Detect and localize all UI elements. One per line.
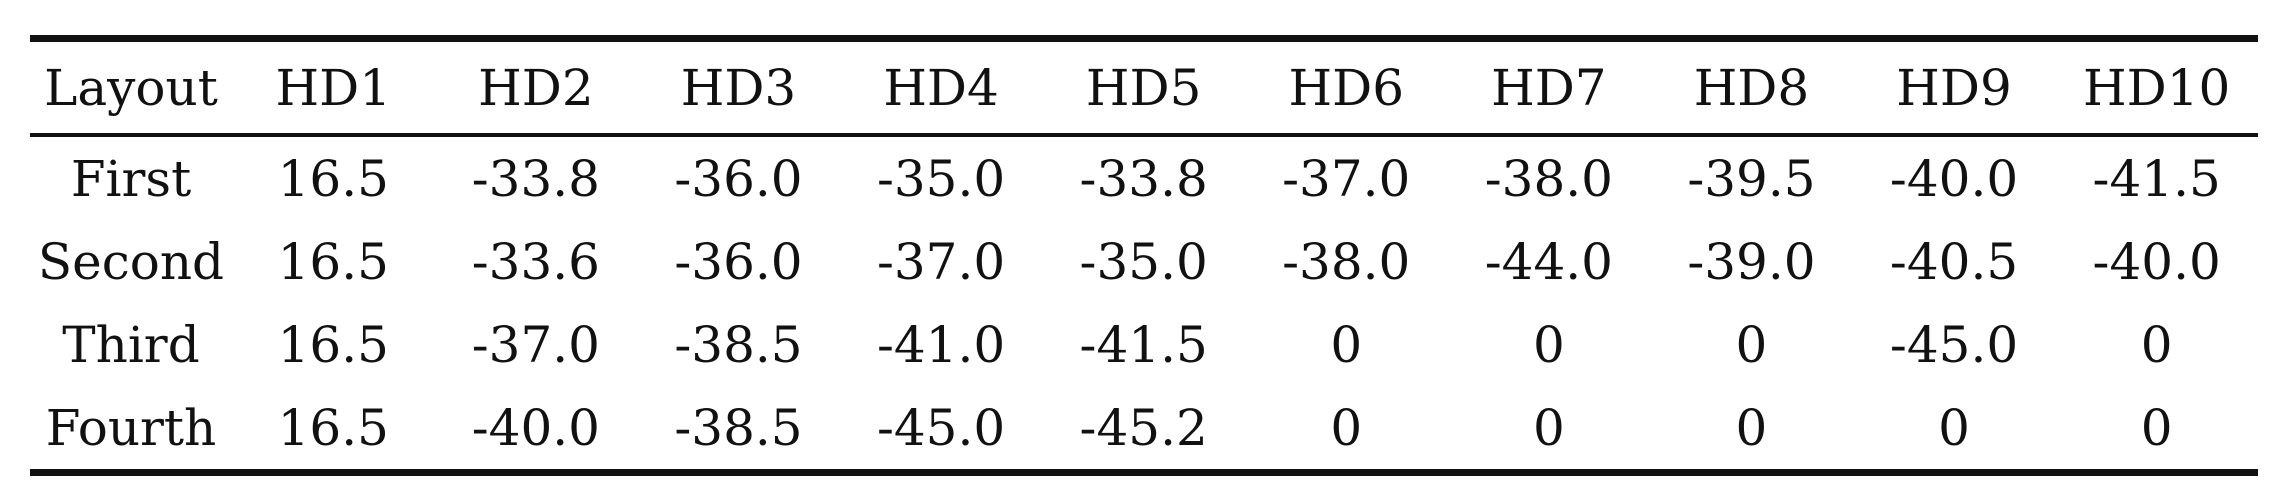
table-cell: -39.5 — [1687, 149, 1816, 208]
header-cell-hd7: HD7 — [1491, 58, 1607, 117]
table-cell: -38.0 — [1282, 232, 1411, 291]
table-cell: -39.0 — [1687, 232, 1816, 291]
header-cell-hd3: HD3 — [680, 58, 797, 117]
header-cell-hd1: HD1 — [275, 58, 392, 117]
header-cell-hd8: HD8 — [1693, 58, 1810, 117]
table-cell: -37.0 — [1282, 149, 1411, 208]
table-cell: 0 — [1330, 398, 1363, 457]
table-row-third: Third 16.5 -37.0 -38.5 -41.0 -41.5 0 0 0… — [30, 303, 2258, 386]
table-cell: -41.5 — [2092, 149, 2221, 208]
table-cell: 16.5 — [277, 232, 389, 291]
table-cell: 16.5 — [277, 398, 389, 457]
table-cell: -45.0 — [1889, 315, 2019, 374]
table-cell: -38.5 — [674, 398, 803, 457]
table-cell: 0 — [1735, 398, 1768, 457]
table-row-second: Second 16.5 -33.6 -36.0 -37.0 -35.0 -38.… — [30, 220, 2258, 303]
results-table: Layout HD1 HD2 HD3 HD4 HD5 HD6 HD7 HD8 H… — [30, 42, 2258, 133]
table-cell: -36.0 — [674, 232, 803, 291]
table-cell: -35.0 — [876, 149, 1006, 208]
header-cell-layout: Layout — [44, 58, 218, 117]
table-cell: -40.0 — [2092, 232, 2221, 291]
table-cell: 0 — [1735, 315, 1768, 374]
table-cell: -35.0 — [1079, 232, 1208, 291]
table-cell: -38.0 — [1484, 149, 1613, 208]
table-cell: -40.0 — [1889, 149, 2019, 208]
header-cell-hd9: HD9 — [1896, 58, 2012, 117]
table-row-first: First 16.5 -33.8 -36.0 -35.0 -33.8 -37.0… — [30, 137, 2258, 220]
header-cell-hd5: HD5 — [1085, 58, 1202, 117]
results-table-container: Layout HD1 HD2 HD3 HD4 HD5 HD6 HD7 HD8 H… — [30, 35, 2258, 476]
table-cell: 0 — [2140, 315, 2173, 374]
table-cell: -40.5 — [1889, 232, 2019, 291]
table-cell: 0 — [1330, 315, 1363, 374]
table-cell: 0 — [1532, 315, 1565, 374]
table-cell: -45.0 — [876, 398, 1006, 457]
table-cell: -40.0 — [471, 398, 600, 457]
header-cell-hd2: HD2 — [478, 58, 594, 117]
row-label: Fourth — [45, 398, 217, 457]
header-cell-hd10: HD10 — [2083, 58, 2231, 117]
table-cell: -44.0 — [1484, 232, 1613, 291]
table-cell: 0 — [1532, 398, 1565, 457]
table-cell: 0 — [1938, 398, 1970, 457]
table-cell: -37.0 — [471, 315, 600, 374]
bottom-rule — [30, 469, 2258, 476]
table-cell: -37.0 — [876, 232, 1006, 291]
header-cell-hd6: HD6 — [1288, 58, 1405, 117]
header-cell-hd4: HD4 — [883, 58, 999, 117]
row-label: Third — [62, 315, 200, 374]
table-cell: -33.8 — [1079, 149, 1208, 208]
table-cell: 0 — [2140, 398, 2173, 457]
header-row: Layout HD1 HD2 HD3 HD4 HD5 HD6 HD7 HD8 H… — [30, 42, 2258, 133]
table-cell: -45.2 — [1079, 398, 1208, 457]
table-cell: -36.0 — [674, 149, 803, 208]
row-label: First — [70, 149, 192, 208]
table-cell: 16.5 — [277, 315, 389, 374]
table-cell: -38.5 — [674, 315, 803, 374]
results-table-body: First 16.5 -33.8 -36.0 -35.0 -33.8 -37.0… — [30, 137, 2258, 469]
row-label: Second — [37, 232, 225, 291]
top-rule — [30, 35, 2258, 42]
table-cell: -33.8 — [471, 149, 600, 208]
table-row-fourth: Fourth 16.5 -40.0 -38.5 -45.0 -45.2 0 0 … — [30, 386, 2258, 469]
table-cell: -41.5 — [1079, 315, 1208, 374]
table-cell: -33.6 — [471, 232, 600, 291]
table-header: Layout HD1 HD2 HD3 HD4 HD5 HD6 HD7 HD8 H… — [30, 42, 2258, 133]
header-rule — [30, 133, 2258, 137]
table-cell: -41.0 — [876, 315, 1006, 374]
table-cell: 16.5 — [277, 149, 389, 208]
